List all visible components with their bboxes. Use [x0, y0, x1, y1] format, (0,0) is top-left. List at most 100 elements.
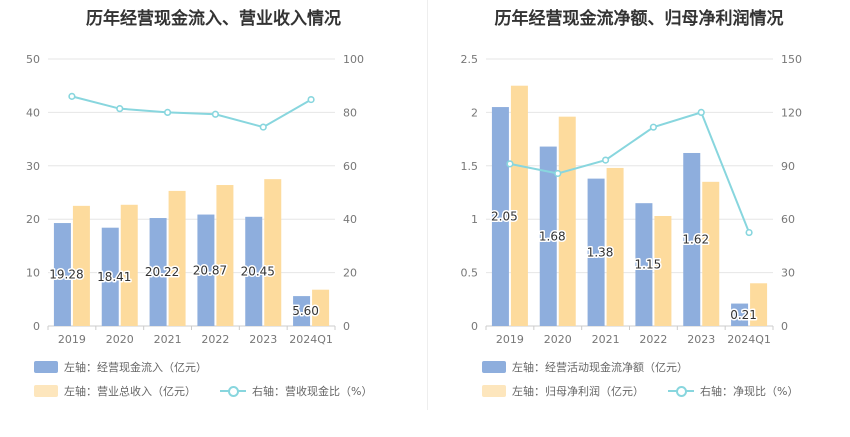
right-chart-title: 历年经营现金流净额、归母净利润情况	[494, 9, 784, 29]
left-axis-tick-label: 0	[33, 320, 40, 333]
left-legend-item-2[interactable]: 左轴：营业总收入（亿元）	[34, 383, 196, 399]
orange-bar	[312, 289, 330, 326]
left-axis-tick-label: 0	[471, 320, 478, 333]
legend-blue-bar-swatch	[34, 361, 58, 373]
ratio-line	[509, 111, 751, 233]
legend-orange-bar-swatch	[482, 385, 506, 397]
bar-data-label: 1.62	[682, 232, 709, 246]
ratio-line-point	[211, 110, 220, 118]
right-axis-tick-label: 80	[343, 106, 357, 119]
x-axis-tick-label: 2023	[687, 333, 715, 346]
ratio-line-point	[68, 92, 76, 100]
right-axis-tick-label: 120	[781, 106, 802, 119]
ratio-line-point	[163, 108, 172, 116]
left-axis-tick-label: 0.5	[461, 267, 479, 280]
legend-label: 左轴：经营现金流入（亿元）	[64, 361, 207, 374]
left-axis-tick-label: 20	[26, 213, 40, 226]
left-axis-tick-label: 10	[26, 267, 40, 280]
legend-line-swatch	[668, 385, 694, 397]
left-legend-item-3[interactable]: 右轴：营收现金比（%）	[220, 383, 372, 399]
ratio-line-point	[307, 95, 315, 104]
right-axis-tick-label: 150	[781, 53, 802, 66]
right-axis-tick-label: 40	[343, 213, 357, 226]
orange-bar	[120, 204, 138, 326]
x-axis-tick-label: 2020	[106, 333, 134, 346]
right-axis-tick-label: 100	[343, 53, 364, 66]
ratio-line-point	[745, 228, 753, 237]
orange-bar	[72, 205, 90, 326]
right-legend-item-1[interactable]: 左轴：经营活动现金流净额（亿元）	[482, 359, 688, 375]
left-axis-tick-label: 50	[26, 53, 40, 66]
left-chart-panel: 历年经营现金流入、营业收入情况 0 0 10 20 20 40 30 60 40 80 50 100 2…	[26, 9, 372, 399]
bar-data-label: 1.38	[587, 245, 614, 259]
bar-data-label: 20.45	[241, 264, 275, 278]
legend-line-swatch	[220, 385, 246, 397]
legend-label: 左轴：经营活动现金流净额（亿元）	[512, 361, 688, 374]
x-axis-tick-label: 2019	[496, 333, 524, 346]
panel-divider	[427, 0, 428, 410]
blue-bar	[635, 203, 653, 326]
bar-data-label: 1.68	[539, 229, 566, 243]
bar-data-label: 2.05	[491, 210, 518, 224]
left-axis-tick-label: 1	[471, 213, 478, 226]
right-axis-tick-label: 90	[781, 160, 795, 173]
orange-bar	[606, 167, 624, 326]
ratio-line-point	[649, 123, 658, 131]
orange-bar	[510, 85, 528, 326]
right-axis-tick-label: 0	[343, 320, 350, 333]
orange-bar	[558, 116, 576, 326]
left-legend-item-1[interactable]: 左轴：经营现金流入（亿元）	[34, 359, 207, 375]
legend-orange-bar-swatch	[34, 385, 58, 397]
orange-bar	[654, 215, 672, 326]
legend-label: 左轴：归母净利润（亿元）	[512, 385, 644, 398]
orange-bar	[264, 179, 282, 326]
left-axis-tick-label: 1.5	[461, 160, 479, 173]
right-chart-panel: 历年经营现金流净额、归母净利润情况 0 0 0.5 30 1 60 1.5 90 2 120 2.5…	[428, 0, 850, 437]
orange-bar	[750, 283, 768, 326]
blue-bar	[731, 303, 749, 326]
right-axis-tick-label: 60	[343, 160, 357, 173]
right-legend-item-2[interactable]: 左轴：归母净利润（亿元）	[482, 383, 644, 399]
left-axis-tick-label: 30	[26, 160, 40, 173]
bar-data-label: 20.87	[193, 263, 227, 277]
orange-bar	[216, 185, 234, 326]
bar-data-label: 0.21	[730, 308, 757, 322]
bar-data-label: 1.15	[635, 258, 662, 272]
left-axis-tick-label: 2.5	[461, 53, 479, 66]
orange-bar	[168, 190, 186, 326]
bar-data-label: 5.60	[292, 304, 319, 318]
right-chart-svg: 0 0 0.5 30 1 60 1.5 90 2 120 2.5 150 2019 2020 2021 202…	[461, 53, 803, 346]
blue-bar	[53, 223, 71, 326]
ratio-line-point	[506, 160, 514, 168]
blue-bar	[587, 178, 605, 326]
legend-label: 左轴：营业总收入（亿元）	[64, 385, 196, 398]
right-axis-tick-label: 20	[343, 267, 357, 280]
right-axis-tick-label: 30	[781, 267, 795, 280]
x-axis-tick-label: 2019	[58, 333, 86, 346]
legend-label: 右轴：营收现金比（%）	[252, 385, 373, 398]
ratio-line-point	[697, 108, 705, 116]
bar-data-label: 20.22	[145, 265, 179, 279]
right-legend-item-3[interactable]: 右轴：净现比（%）	[668, 383, 798, 399]
ratio-line-point	[116, 105, 124, 113]
orange-bar	[702, 181, 720, 326]
x-axis-tick-label: 2023	[249, 333, 277, 346]
blue-bar	[293, 296, 311, 326]
blue-bar	[491, 107, 509, 326]
blue-bar	[683, 152, 701, 326]
blue-bar	[101, 227, 119, 326]
x-axis-tick-label: 2021	[592, 333, 620, 346]
legend-blue-bar-swatch	[482, 361, 506, 373]
bar-data-label: 19.28	[49, 268, 83, 282]
left-axis-tick-label: 40	[26, 106, 40, 119]
x-axis-tick-label: 2022	[639, 333, 667, 346]
x-axis-tick-label: 2022	[201, 333, 229, 346]
right-axis-tick-label: 60	[781, 213, 795, 226]
bar-data-label: 18.41	[97, 270, 131, 284]
right-axis-tick-label: 0	[781, 320, 788, 333]
ratio-line	[71, 95, 312, 129]
blue-bar	[539, 146, 557, 326]
x-axis-tick-label: 2020	[544, 333, 572, 346]
ratio-line-point	[554, 169, 562, 178]
